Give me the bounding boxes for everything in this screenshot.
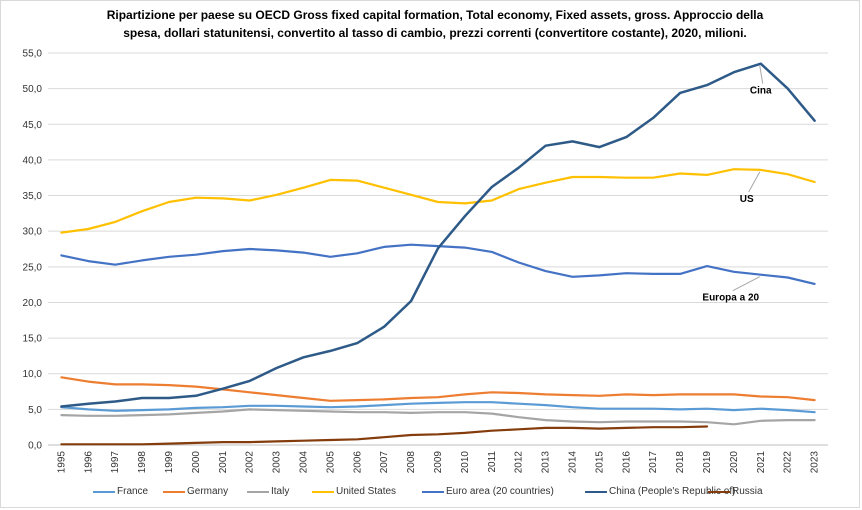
x-tick-label: 2011 [487,451,498,473]
annotation-label: Europa a 20 [702,293,759,304]
legend-item: Euro area (20 countries) [422,486,554,497]
y-axis-ticks: 0,0 5,0 10,0 15,0 20,0 25,0 30,0 35,0 40,0 45,0 50… [23,49,43,452]
legend-item: France [93,486,148,497]
annotation-leader-line [732,276,760,292]
legend-swatch [247,490,269,493]
legend-swatch [163,490,185,493]
x-tick-label: 1999 [164,451,175,474]
x-tick-label: 2004 [299,451,310,474]
legend-swatch [422,490,444,493]
x-tick-label: 2022 [783,451,794,474]
y-tick-label: 45,0 [23,120,43,131]
legend-item: United States [312,486,396,497]
annotation-label: Cina [750,86,772,97]
series-france-line [60,401,816,414]
legend-label: France [117,486,149,497]
x-tick-label: 2002 [245,451,256,474]
legend: France Germany Italy United States Euro area… [0,486,862,502]
chart-title-line-1: Ripartizione per paese su OECD Gross fix… [106,8,764,22]
annotation-leader-line [759,65,764,84]
x-tick-label: 2018 [675,451,686,474]
x-tick-label: 2009 [433,451,444,474]
legend-swatch [312,490,334,493]
x-tick-label: 1997 [110,451,121,474]
legend-label: Russia [732,486,763,497]
legend-swatch [585,490,607,493]
legend-swatch [708,490,730,493]
series-united-states-line [60,168,816,234]
chart-title: Ripartizione per paese su OECD Gross fix… [60,6,810,42]
x-tick-label: 2008 [406,451,417,474]
y-tick-label: 30,0 [23,227,43,238]
x-tick-label: 1998 [137,451,148,474]
x-tick-label: 2000 [191,451,202,474]
x-tick-label: 2005 [325,451,336,474]
series-germany-line [60,376,816,402]
series-euro-area-20-countries-line [60,243,816,285]
series-china-people-s-republic-of-line [60,62,816,408]
legend-label: Euro area (20 countries) [446,486,554,497]
y-tick-label: 10,0 [23,369,43,380]
legend-label: Germany [187,486,229,497]
y-tick-label: 40,0 [23,155,43,166]
annotations: Cina US Europa a 20 [702,65,772,304]
x-tick-label: 2016 [621,451,632,474]
legend-label: Italy [271,486,290,497]
series-italy-line [60,408,816,426]
x-tick-label: 2019 [702,451,713,474]
y-tick-label: 15,0 [23,334,43,345]
series-lines [60,62,816,446]
y-tick-label: 20,0 [23,298,43,309]
x-tick-label: 2013 [541,451,552,474]
x-tick-label: 2014 [567,451,578,474]
legend-label: China (People's Republic of) [609,486,736,497]
x-tick-label: 2003 [272,451,283,474]
line-chart: 0,0 5,0 10,0 15,0 20,0 25,0 30,0 35,0 40,0 45,0 50… [23,49,828,474]
annotation-leader-line [748,171,761,193]
x-tick-label: 2023 [810,451,821,474]
x-tick-label: 2015 [594,451,605,474]
x-tick-label: 2021 [756,451,767,474]
y-tick-label: 0,0 [28,441,42,452]
x-tick-label: 2012 [514,451,525,474]
x-tick-label: 2007 [379,451,390,474]
legend-label: United States [336,486,397,497]
legend-item: Germany [163,486,228,497]
x-tick-label: 1995 [56,451,67,474]
legend-swatch [93,490,115,493]
y-tick-label: 25,0 [23,262,43,273]
x-tick-label: 2017 [648,451,659,474]
x-tick-label: 2001 [218,451,229,474]
y-tick-label: 55,0 [23,49,43,60]
x-tick-label: 2020 [729,451,740,474]
y-tick-label: 5,0 [28,405,42,416]
annotation-label: US [740,194,754,205]
chart-title-line-2: spesa, dollari statunitensi, convertito … [123,26,747,40]
x-tick-label: 2010 [460,451,471,474]
x-tick-label: 1996 [83,451,94,474]
legend-item: Russia [708,486,763,497]
series-russia-line [60,425,709,446]
x-axis-ticks: 1995 1996 1997 1998 1999 2000 2001 2002 2003 2004… [56,451,820,474]
grid-lines [48,52,828,446]
y-tick-label: 50,0 [23,84,43,95]
legend-item: Italy [247,486,289,497]
x-tick-label: 2006 [352,451,363,474]
legend-item: China (People's Republic of) [585,486,735,497]
y-tick-label: 35,0 [23,191,43,202]
